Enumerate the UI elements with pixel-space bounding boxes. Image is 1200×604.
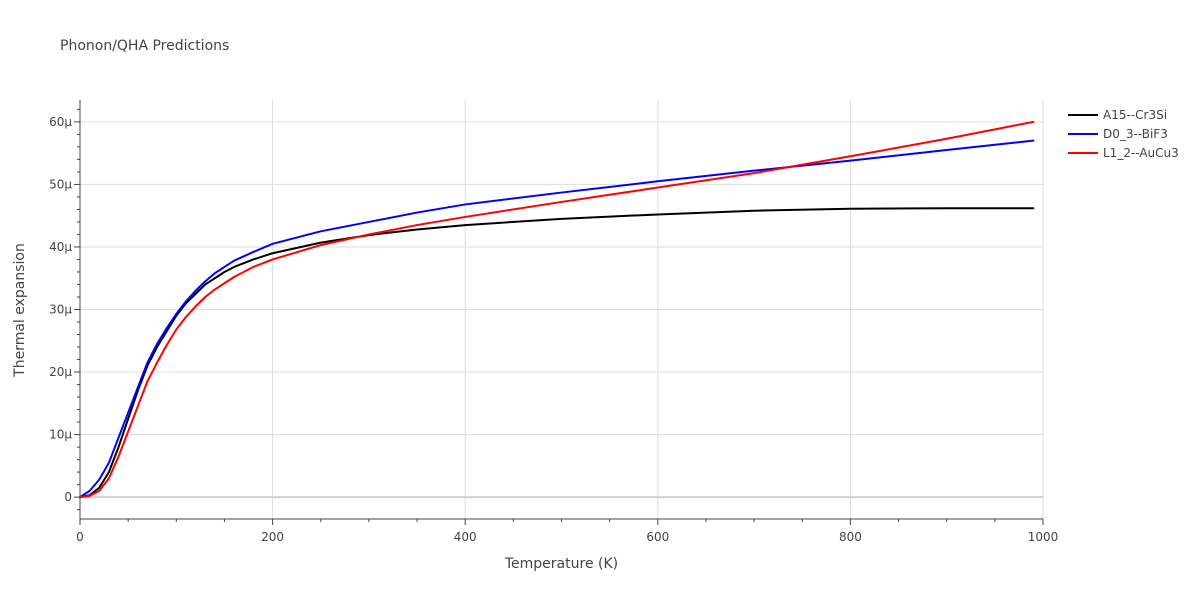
- minor-ticks-layer: [74, 108, 1044, 525]
- legend-label-0: A15--Cr3Si: [1103, 108, 1167, 122]
- legend-item-0[interactable]: A15--Cr3Si: [1068, 108, 1167, 122]
- y-tick-label-6: 60μ: [49, 115, 72, 129]
- series-line-1: [79, 139, 1035, 499]
- y-tick-label-1: 10μ: [49, 428, 72, 442]
- legend-item-2[interactable]: L1_2--AuCu3: [1068, 146, 1179, 160]
- legend: A15--Cr3Si D0_3--BiF3 L1_2--AuCu3: [1068, 108, 1179, 160]
- x-tick-label-4: 800: [839, 530, 862, 544]
- grid-layer: [80, 100, 1044, 519]
- legend-label-2: L1_2--AuCu3: [1103, 146, 1179, 160]
- y-tick-label-2: 20μ: [49, 365, 72, 379]
- tick-label-layer: 0 200 400 600 800 1000 0 10μ 20μ 30μ 40μ 50μ 60μ: [49, 115, 1058, 544]
- series-line-0: [79, 207, 1035, 499]
- x-tick-label-5: 1000: [1028, 530, 1059, 544]
- chart-title: Phonon/QHA Predictions: [60, 38, 229, 54]
- x-tick-label-1: 200: [261, 530, 284, 544]
- y-tick-label-0: 0: [64, 490, 72, 504]
- series-layer: [79, 120, 1035, 499]
- y-tick-label-5: 50μ: [49, 177, 72, 191]
- x-tick-label-0: 0: [76, 530, 84, 544]
- y-tick-label-3: 30μ: [49, 303, 72, 317]
- x-axis-title: Temperature (K): [504, 556, 618, 572]
- series-line-2: [79, 120, 1035, 499]
- y-axis-title: Thermal expansion: [12, 243, 28, 378]
- x-tick-label-3: 600: [646, 530, 669, 544]
- legend-label-1: D0_3--BiF3: [1103, 127, 1168, 141]
- legend-item-1[interactable]: D0_3--BiF3: [1068, 127, 1168, 141]
- axes-layer: [79, 100, 1043, 520]
- y-tick-label-4: 40μ: [49, 240, 72, 254]
- x-tick-label-2: 400: [454, 530, 477, 544]
